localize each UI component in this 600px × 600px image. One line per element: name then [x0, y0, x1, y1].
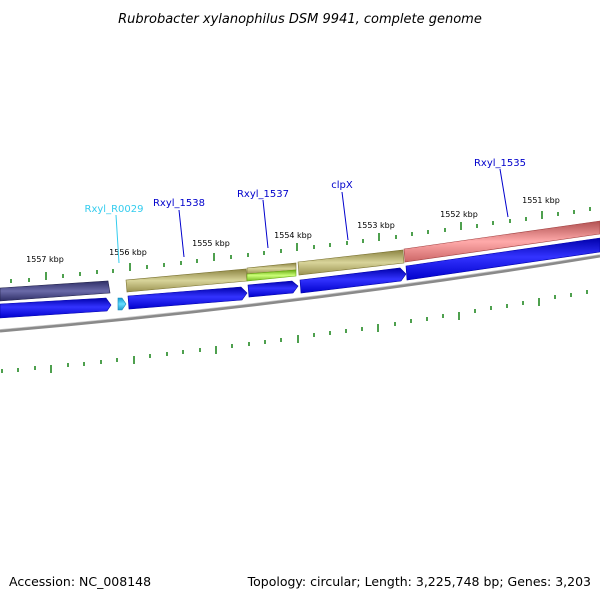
kbp-label: 1552 kbp [440, 210, 478, 219]
cds-arrow[interactable] [0, 297, 112, 319]
kbp-labels: 1557 kbp 1556 kbp 1555 kbp 1554 kbp 1553… [26, 196, 560, 264]
cog-segment-light-green[interactable] [246, 269, 297, 282]
kbp-label: 1555 kbp [192, 239, 230, 248]
genome-backbone-highlight [0, 254, 600, 330]
kbp-label: 1551 kbp [522, 196, 560, 205]
cog-segment-dark-purple[interactable] [0, 280, 111, 302]
leader-line [499, 168, 509, 218]
gene-leader-lines [115, 168, 509, 264]
leader-line [115, 214, 120, 264]
gene-label-clpx[interactable]: clpX [331, 180, 353, 191]
map-title: Rubrobacter xylanophilus DSM 9941, compl… [118, 12, 482, 27]
gene-label-rxyl-r0029[interactable]: Rxyl_R0029 [85, 204, 144, 215]
leader-line [262, 199, 269, 249]
cog-band [0, 220, 600, 302]
accession-text: Accession: NC_008148 [9, 574, 151, 589]
kbp-label: 1554 kbp [274, 231, 312, 240]
gene-labels: Rxyl_R0029 Rxyl_1538 Rxyl_1537 clpX Rxyl… [85, 158, 526, 215]
cog-segment-salmon[interactable] [403, 220, 600, 263]
gene-label-rxyl-1535[interactable]: Rxyl_1535 [474, 158, 526, 169]
cog-segment-olive[interactable] [297, 249, 405, 276]
inner-tick-marks [1, 290, 588, 373]
cds-arrow[interactable] [247, 280, 299, 298]
gene-label-rxyl-1537[interactable]: Rxyl_1537 [237, 189, 289, 200]
topology-summary: Topology: circular; Length: 3,225,748 bp… [247, 574, 591, 589]
leader-line [178, 209, 185, 258]
cds-arrow[interactable] [127, 286, 248, 310]
outer-tick-marks [10, 207, 591, 283]
gene-label-rxyl-1538[interactable]: Rxyl_1538 [153, 198, 205, 209]
cds-arrow[interactable] [299, 267, 407, 294]
kbp-label: 1557 kbp [26, 255, 64, 264]
kbp-label: 1556 kbp [109, 248, 147, 257]
kbp-label: 1553 kbp [357, 221, 395, 230]
genome-backbone [0, 254, 600, 333]
cds-arrow[interactable] [405, 237, 600, 281]
leader-line [341, 191, 349, 241]
cds-band [0, 237, 600, 319]
rna-arrow[interactable] [117, 297, 127, 311]
